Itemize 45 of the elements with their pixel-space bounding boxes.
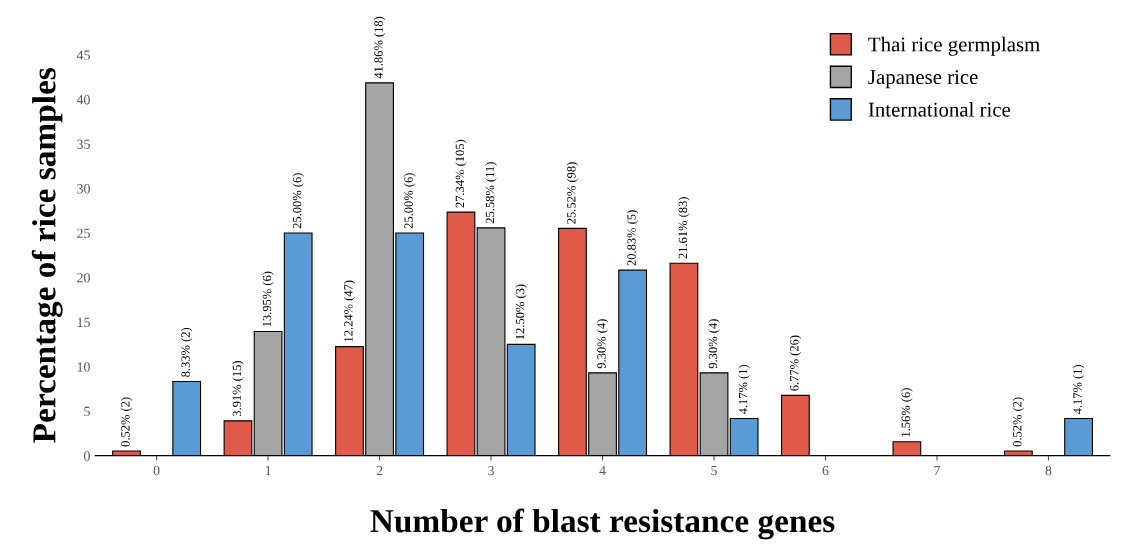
y-tick-label: 10	[77, 362, 90, 372]
x-tick-label: 5	[711, 465, 717, 476]
x-tick-label: 4	[599, 465, 606, 476]
data-label: 21.61% (83)	[678, 197, 690, 259]
data-label: 9.30% (4)	[708, 319, 720, 369]
data-label: 1.56% (6)	[901, 388, 913, 437]
legend-label: Japanese rice	[868, 70, 978, 89]
x-tick-label: 8	[1045, 465, 1052, 476]
data-label: 3.91% (15)	[232, 360, 244, 417]
y-axis-title: Percentage of rice samples	[31, 68, 63, 443]
x-tick-label: 1	[265, 465, 271, 476]
data-label: 25.58% (11)	[485, 162, 497, 224]
data-label: 25.52% (98)	[566, 162, 579, 224]
data-label: 12.24% (47)	[343, 280, 356, 342]
data-label: 41.86% (18)	[373, 16, 386, 79]
data-label: 20.83% (5)	[626, 210, 639, 266]
data-label: 12.50% (3)	[515, 284, 527, 340]
x-tick-label: 2	[376, 465, 383, 476]
y-tick-label: 20	[77, 273, 90, 283]
y-tick-label: 45	[76, 50, 90, 60]
x-tick-label: 0	[153, 465, 160, 476]
data-label: 6.77% (26)	[789, 335, 802, 391]
x-axis-title: Number of blast resistance genes	[370, 508, 835, 540]
data-label: 27.34% (105)	[455, 139, 467, 208]
legend-label: Thai rice germplasm	[868, 36, 1040, 56]
y-tick-label: 40	[76, 95, 90, 105]
x-tick-label: 3	[488, 465, 494, 476]
x-tick-label: 6	[822, 465, 829, 476]
y-tick-label: 5	[84, 406, 90, 417]
data-label: 25.00% (6)	[404, 173, 416, 229]
data-label: 0.52% (2)	[120, 397, 133, 447]
data-label: 4.17% (1)	[1072, 364, 1085, 415]
data-label: 25.00% (6)	[292, 173, 304, 229]
x-tick-label: 7	[934, 465, 941, 476]
legend-label: International rice	[868, 102, 1011, 117]
data-label: 9.30% (4)	[596, 319, 609, 369]
y-tick-label: 0	[84, 451, 90, 461]
data-label: 8.33% (2)	[181, 327, 193, 377]
data-label: 13.95% (6)	[262, 271, 274, 327]
y-tick-label: 30	[77, 184, 90, 194]
data-label: 0.52% (2)	[1012, 397, 1025, 447]
y-tick-label: 15	[77, 317, 90, 328]
data-label: 4.17% (1)	[738, 364, 750, 415]
y-tick-label: 25	[77, 228, 90, 238]
y-tick-label: 35	[77, 139, 90, 149]
